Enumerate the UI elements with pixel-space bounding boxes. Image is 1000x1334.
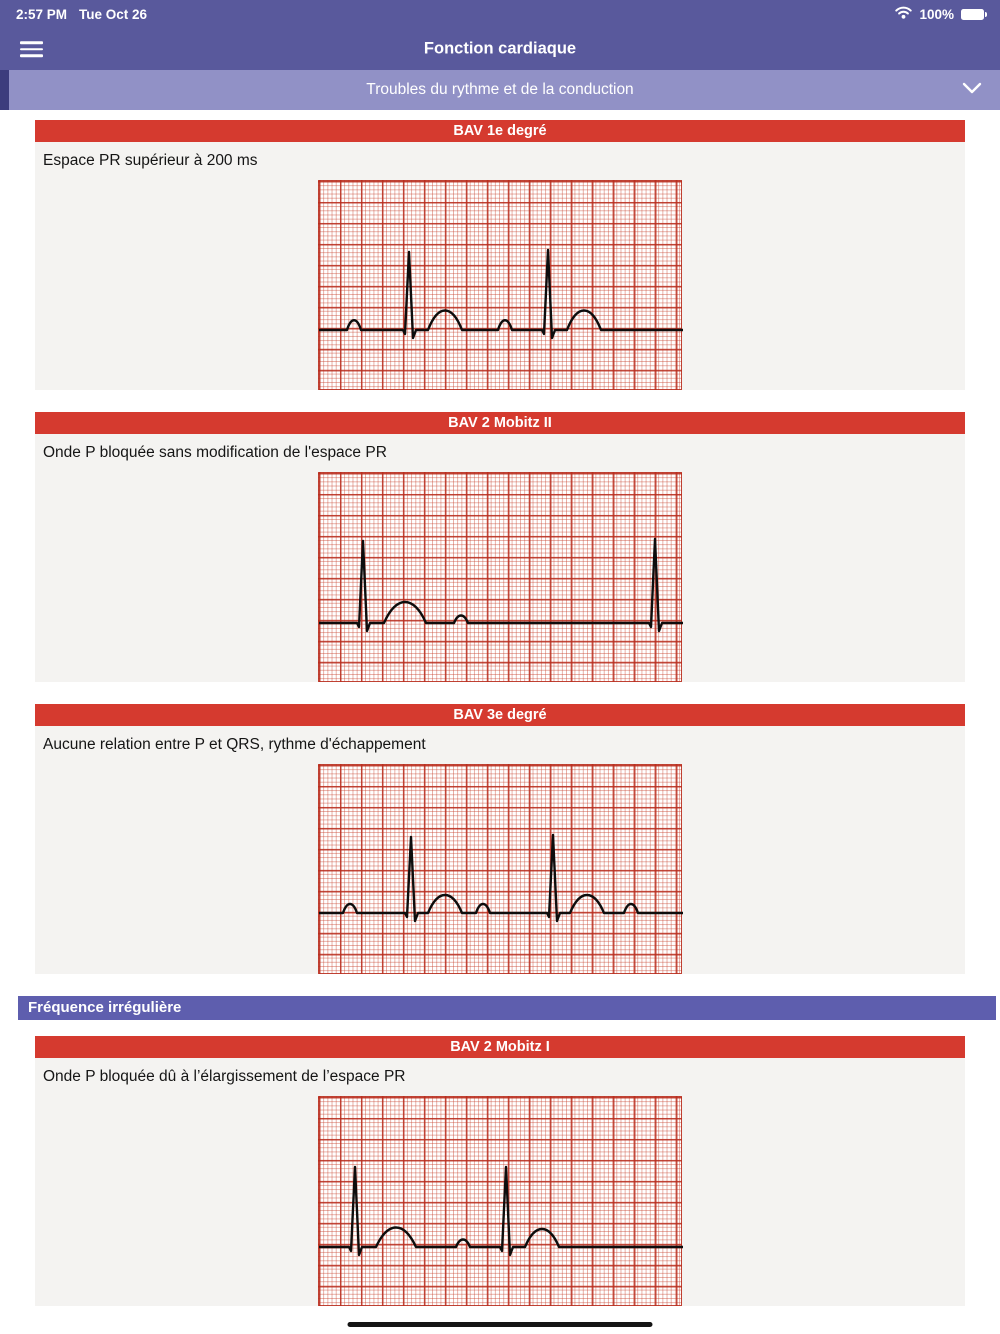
- card-bav-2-mobitz-1: BAV 2 Mobitz I Onde P bloquée dû à l’éla…: [35, 1036, 965, 1306]
- card-title: BAV 2 Mobitz II: [35, 412, 965, 434]
- content-area: BAV 1e degré Espace PR supérieur à 200 m…: [0, 110, 1000, 1306]
- card-bav-1e-degre: BAV 1e degré Espace PR supérieur à 200 m…: [35, 120, 965, 390]
- card-description: Espace PR supérieur à 200 ms: [43, 152, 258, 169]
- ecg-strip-image: [318, 1096, 683, 1306]
- status-bar: 2:57 PM Tue Oct 26 100%: [0, 0, 1000, 28]
- card-bav-2-mobitz-2: BAV 2 Mobitz II Onde P bloquée sans modi…: [35, 412, 965, 682]
- nav-bar: Fonction cardiaque: [0, 28, 1000, 70]
- card-title: BAV 2 Mobitz I: [35, 1036, 965, 1058]
- section-drag-tab: [0, 70, 9, 110]
- battery-percent: 100%: [919, 6, 954, 22]
- card-description: Onde P bloquée sans modification de l'es…: [43, 444, 387, 461]
- ecg-strip-image: [318, 764, 683, 974]
- battery-icon: [961, 8, 987, 20]
- card-description: Onde P bloquée dû à l’élargissement de l…: [43, 1068, 406, 1085]
- status-time: 2:57 PM: [16, 6, 68, 22]
- home-indicator[interactable]: [347, 1321, 653, 1327]
- card-title: BAV 3e degré: [35, 704, 965, 726]
- ecg-strip-image: [318, 180, 683, 390]
- wifi-icon: [895, 6, 913, 22]
- section-dropdown[interactable]: Troubles du rythme et de la conduction: [0, 70, 1000, 110]
- subsection-header: Fréquence irrégulière: [18, 996, 996, 1020]
- page-title: Fonction cardiaque: [423, 39, 577, 58]
- card-description: Aucune relation entre P et QRS, rythme d…: [43, 736, 426, 753]
- card-bav-3e-degre: BAV 3e degré Aucune relation entre P et …: [35, 704, 965, 974]
- status-date: Tue Oct 26: [79, 6, 148, 22]
- hamburger-menu-icon[interactable]: [20, 37, 43, 61]
- chevron-down-icon[interactable]: [962, 81, 982, 99]
- card-title: BAV 1e degré: [35, 120, 965, 142]
- section-dropdown-label: Troubles du rythme et de la conduction: [366, 81, 634, 98]
- ecg-strip-image: [318, 472, 683, 682]
